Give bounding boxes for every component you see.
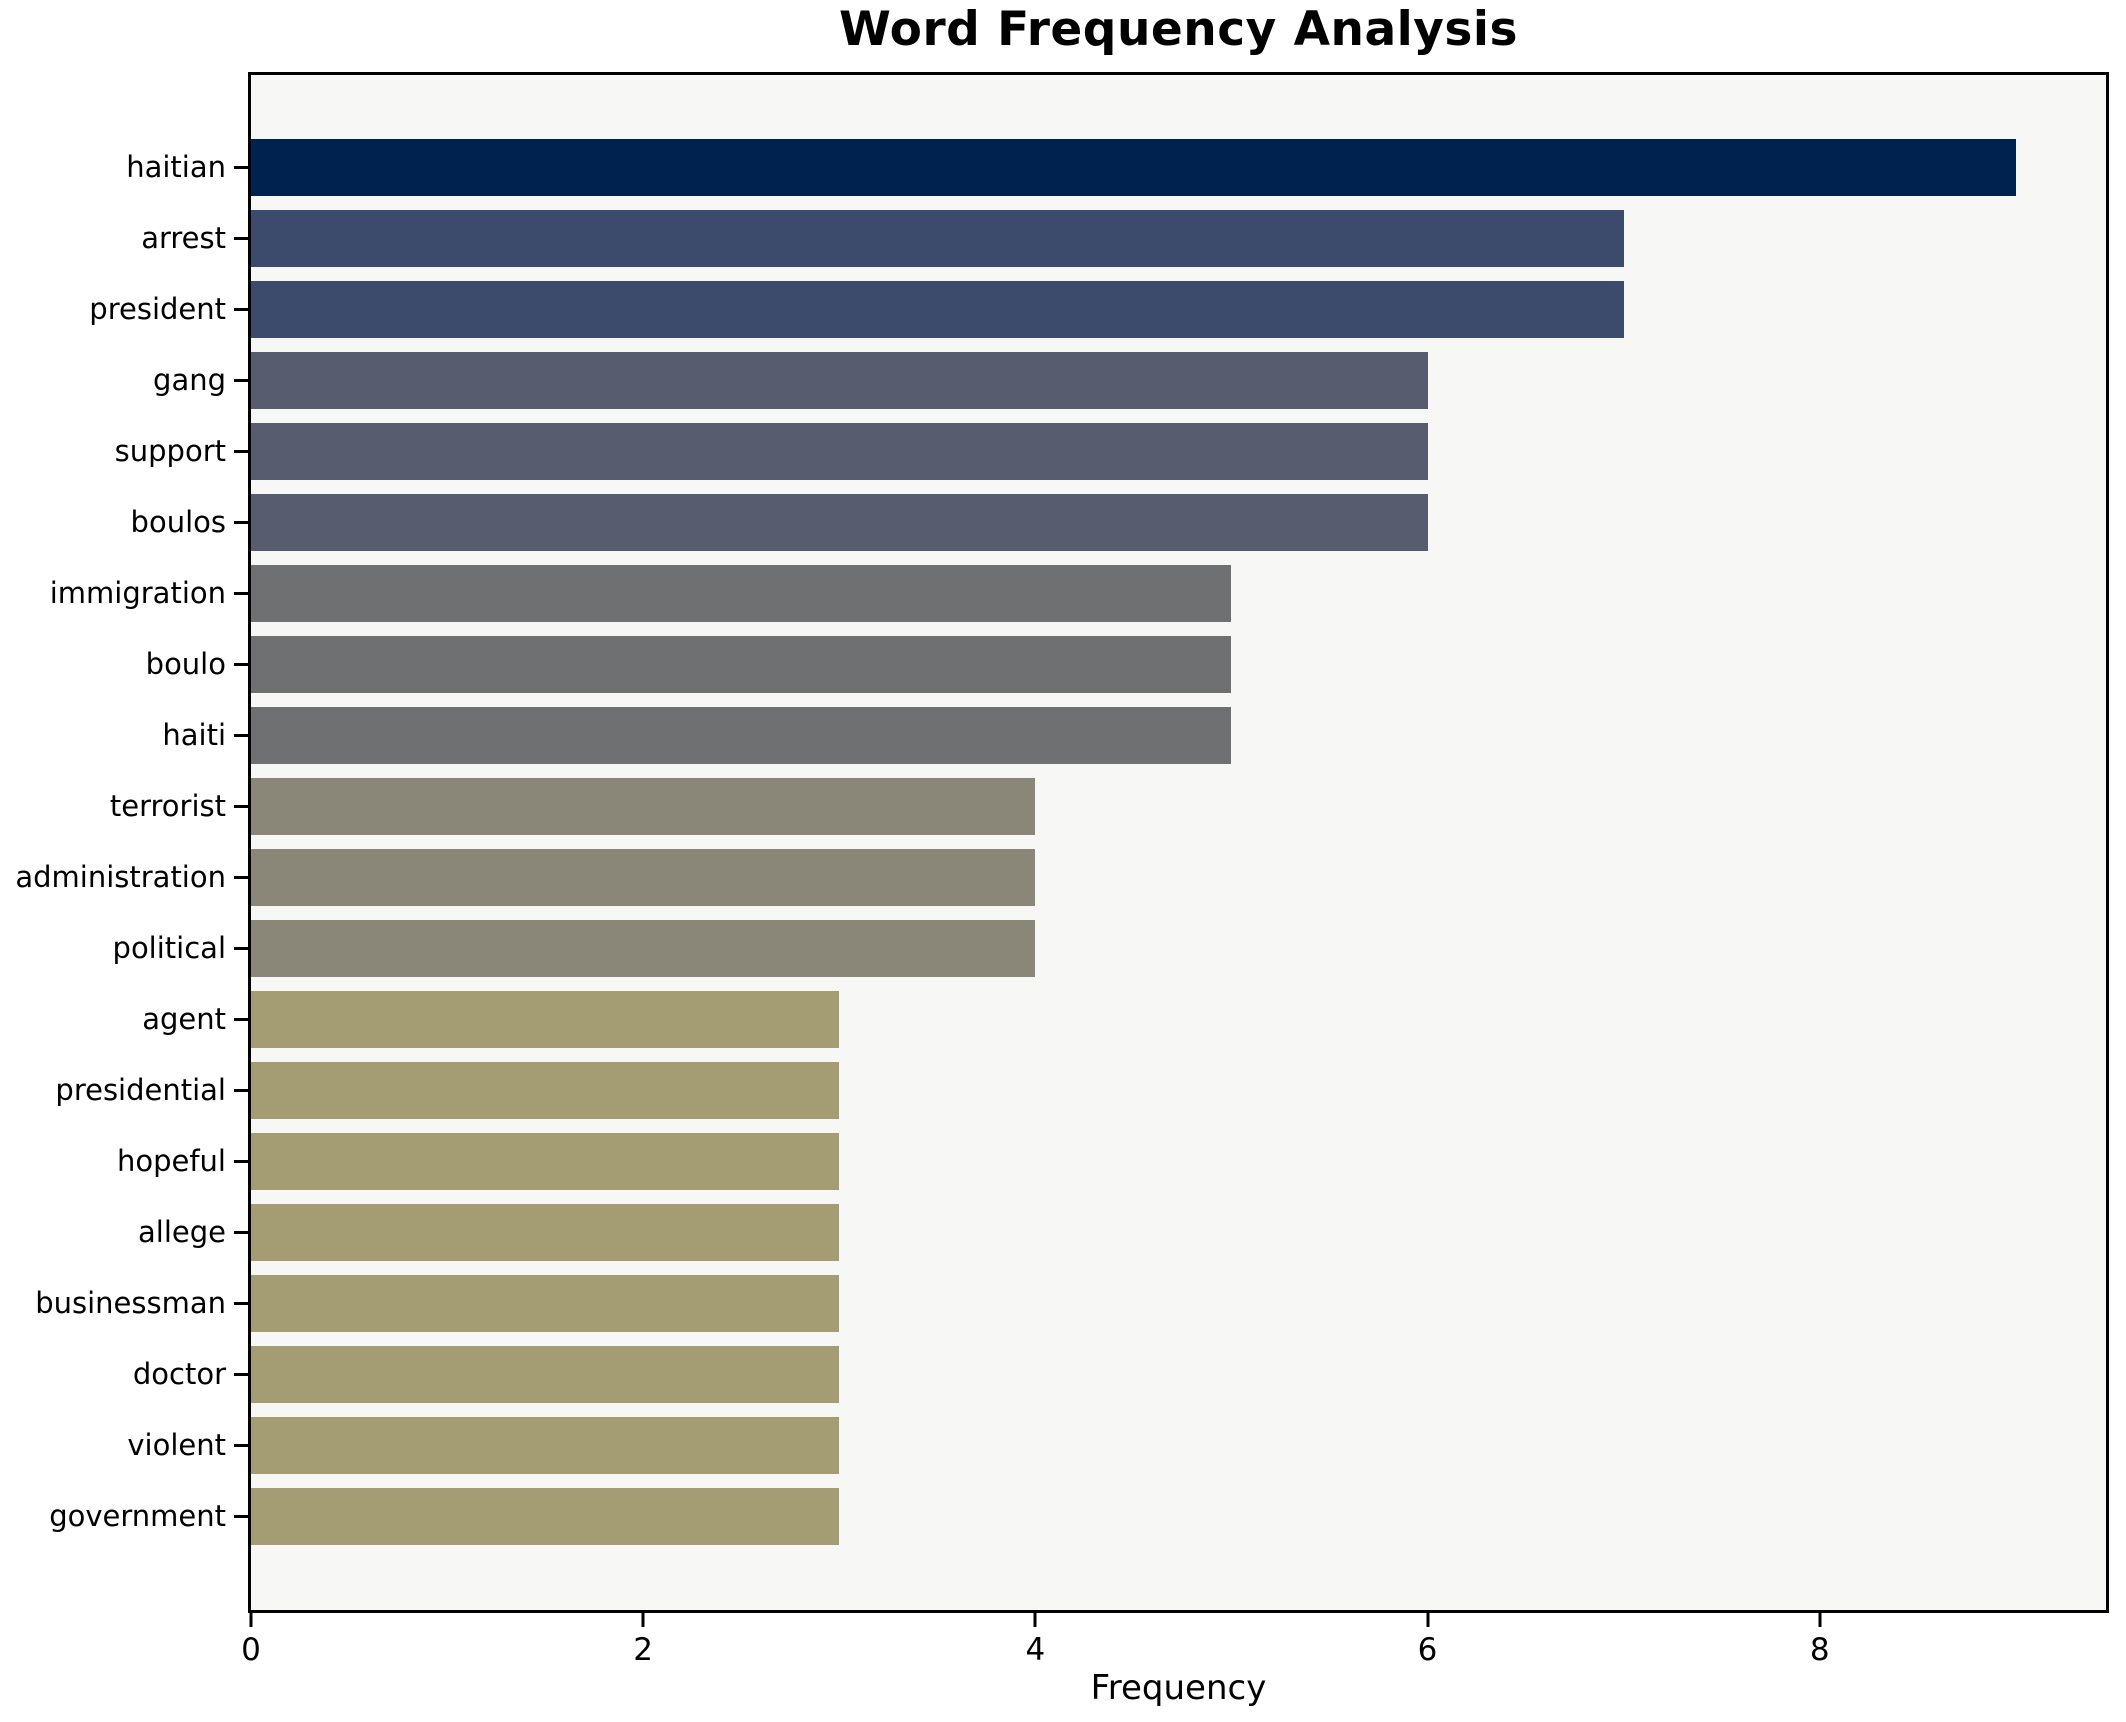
bar-hopeful [251, 1132, 840, 1190]
x-tick-label-6: 6 [1417, 1632, 1438, 1668]
y-tick-mark [234, 236, 248, 240]
y-tick-mark [234, 875, 248, 879]
y-tick-mark [234, 307, 248, 311]
x-axis-tick-labels: 0 2 4 6 8 [241, 1632, 2106, 1672]
bar-political [251, 919, 1036, 977]
bar-haiti [251, 706, 1232, 764]
y-label-immigration: immigration [49, 576, 226, 610]
y-tick-mark [234, 165, 248, 169]
y-tick-mark [234, 1514, 248, 1518]
y-label-haiti: haiti [162, 718, 226, 752]
y-label-administration: administration [15, 860, 226, 894]
y-tick-mark [234, 733, 248, 737]
y-label-presidential: presidential [55, 1073, 226, 1107]
y-label-businessman: businessman [35, 1286, 226, 1320]
bar-haitian [251, 138, 2016, 196]
bar-administration [251, 848, 1036, 906]
y-label-doctor: doctor [132, 1357, 226, 1391]
x-axis-title: Frequency [1090, 1668, 1267, 1708]
chart-title: Word Frequency Analysis [839, 2, 1518, 57]
y-tick-mark [234, 378, 248, 382]
bar-support [251, 422, 1428, 480]
x-tick-mark [1818, 1613, 1822, 1627]
y-label-hopeful: hopeful [116, 1144, 226, 1178]
bar-allege [251, 1203, 840, 1261]
bar-violent [251, 1416, 840, 1474]
bar-businessman [251, 1274, 840, 1332]
y-tick-mark [234, 1088, 248, 1092]
y-label-haitian: haitian [126, 150, 226, 184]
x-tick-mark [1426, 1613, 1430, 1627]
y-tick-mark [234, 591, 248, 595]
y-tick-mark [234, 1443, 248, 1447]
bar-government [251, 1487, 840, 1545]
y-tick-mark [234, 1372, 248, 1376]
y-label-boulos: boulos [130, 505, 226, 539]
bar-president [251, 280, 1624, 338]
y-label-government: government [49, 1499, 226, 1533]
y-tick-mark [234, 946, 248, 950]
bar-boulos [251, 493, 1428, 551]
x-tick-mark [641, 1613, 645, 1627]
y-label-arrest: arrest [141, 221, 226, 255]
y-label-gang: gang [153, 363, 226, 397]
y-label-terrorist: terrorist [109, 789, 226, 823]
bar-presidential [251, 1061, 840, 1119]
bar-terrorist [251, 777, 1036, 835]
bar-gang [251, 351, 1428, 409]
x-tick-label-2: 2 [633, 1632, 654, 1668]
y-tick-mark [234, 1017, 248, 1021]
x-tick-label-4: 4 [1025, 1632, 1046, 1668]
x-tick-mark [249, 1613, 253, 1627]
y-tick-mark [234, 1230, 248, 1234]
bar-immigration [251, 564, 1232, 622]
bar-agent [251, 990, 840, 1048]
y-label-violent: violent [127, 1428, 226, 1462]
y-tick-mark [234, 662, 248, 666]
x-axis-ticks [249, 1613, 2106, 1627]
y-label-support: support [114, 434, 226, 468]
bar-arrest [251, 209, 1624, 267]
y-tick-mark [234, 1159, 248, 1163]
y-tick-mark [234, 804, 248, 808]
bar-boulo [251, 635, 1232, 693]
y-label-political: political [112, 931, 226, 965]
y-label-agent: agent [142, 1002, 226, 1036]
plot-area [248, 72, 2109, 1613]
y-tick-mark [234, 1301, 248, 1305]
bar-doctor [251, 1345, 840, 1403]
y-label-allege: allege [138, 1215, 226, 1249]
y-axis-labels: haitian arrest president gang support boulos i… [0, 72, 226, 1613]
x-tick-label-0: 0 [241, 1632, 261, 1668]
y-label-president: president [89, 292, 226, 326]
y-tick-mark [234, 520, 248, 524]
x-tick-label-8: 8 [1809, 1632, 1830, 1668]
y-tick-mark [234, 449, 248, 453]
y-label-boulo: boulo [145, 647, 226, 681]
x-tick-mark [1033, 1613, 1037, 1627]
